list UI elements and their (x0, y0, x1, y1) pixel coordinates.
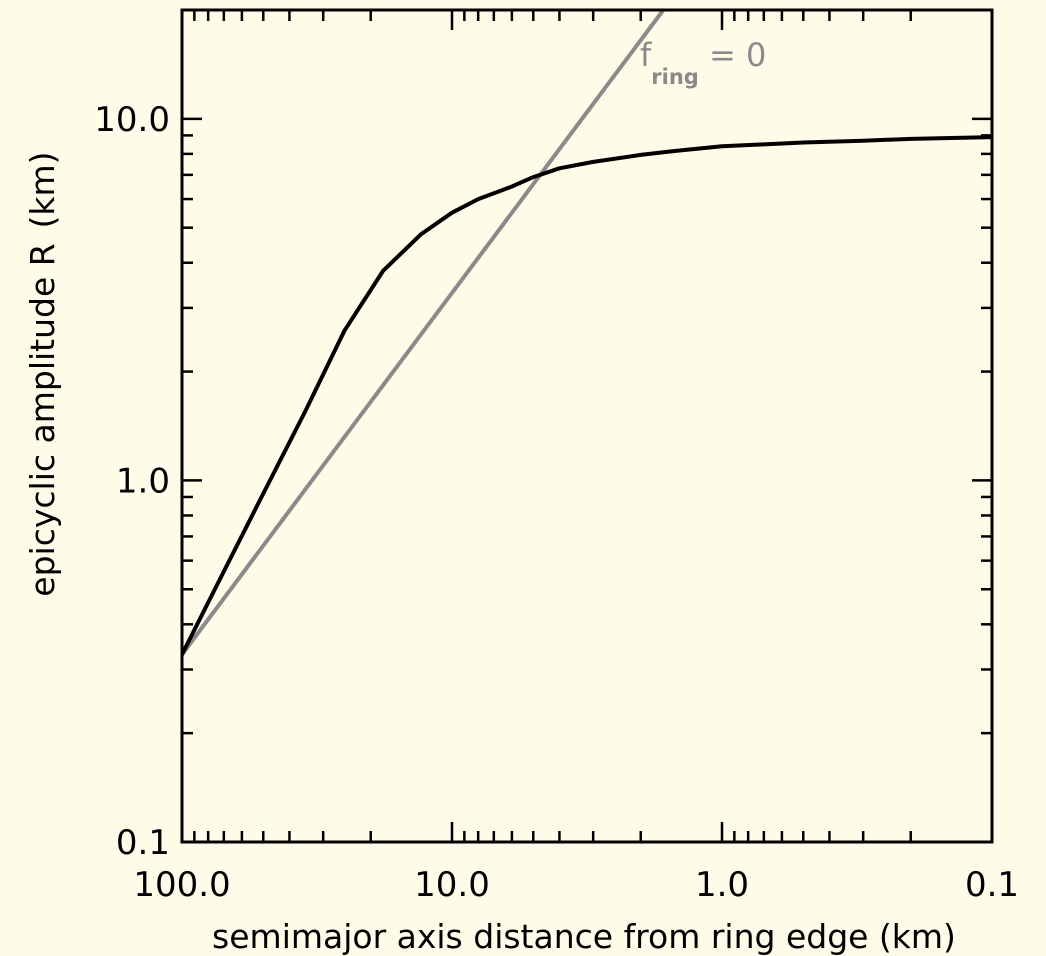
y-tick-label: 0.1 (116, 823, 170, 863)
series-line-amplitude (182, 135, 992, 657)
series-line-f-ring-zero (182, 10, 666, 657)
y-tick-label: 1.0 (116, 461, 170, 501)
x-tick-label: 100.0 (133, 865, 230, 905)
x-axis-title: semimajor axis distance from ring edge (… (212, 917, 956, 956)
annotation-main: f (640, 36, 652, 74)
annotation-suffix: = 0 (699, 36, 767, 74)
y-axis-unit: (km) (23, 151, 62, 228)
tick-labels: 100.0 10.0 1.0 0.1 0.1 1.0 10.0 (94, 100, 1019, 905)
axis-ticks (182, 8, 994, 844)
plot-frame (180, 8, 994, 844)
series-layer (182, 10, 992, 657)
x-tick-label: 0.1 (965, 865, 1019, 905)
y-tick-label: 10.0 (94, 100, 170, 140)
x-tick-label: 10.0 (414, 865, 490, 905)
series-annotation: fring = 0 (640, 36, 766, 89)
annotation-subscript: ring (651, 65, 699, 89)
y-axis-title: epicyclic amplitude R (23, 243, 62, 596)
x-tick-label: 1.0 (695, 865, 749, 905)
